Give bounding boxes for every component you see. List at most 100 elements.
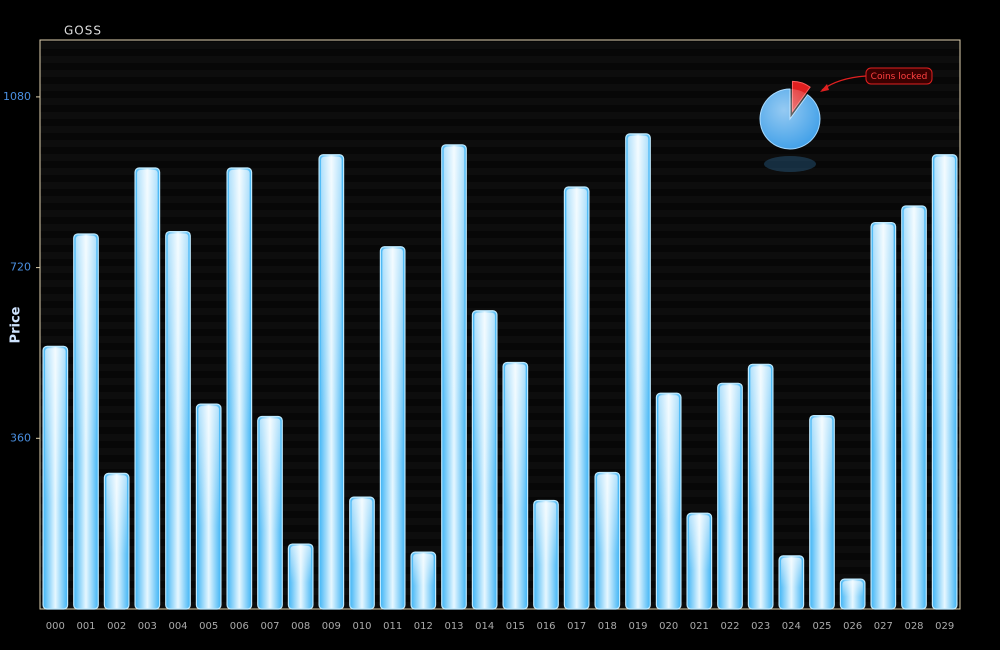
x-tick-label: 029 [935, 621, 954, 632]
x-tick-label: 027 [874, 621, 893, 632]
bar-group [226, 167, 253, 610]
x-tick-label: 003 [138, 621, 157, 632]
pie-reflection [764, 156, 816, 172]
annotation-arrowhead [820, 84, 829, 92]
bar-gloss [842, 581, 863, 607]
bar-gloss [321, 156, 342, 607]
bar-group [318, 154, 345, 610]
bar-group [471, 310, 498, 610]
x-tick-label: 020 [659, 621, 678, 632]
y-tick-label: 720 [10, 261, 31, 274]
bar-group [502, 361, 529, 610]
bar-group [287, 543, 314, 610]
x-tick-label: 021 [690, 621, 709, 632]
chart-title: GOSS [64, 24, 102, 38]
annotation-box [865, 67, 933, 85]
bar-gloss [75, 235, 97, 607]
x-tick-label: 002 [107, 621, 126, 632]
bar-group [379, 246, 406, 610]
bar-gloss [781, 557, 802, 607]
x-tick-label: 005 [199, 621, 218, 632]
x-tick-label: 012 [414, 621, 433, 632]
y-axis-label: Price [9, 306, 24, 343]
x-tick-label: 022 [720, 621, 739, 632]
bar-group [42, 345, 69, 610]
bar-group [778, 555, 805, 610]
x-tick-label: 001 [76, 621, 95, 632]
bar-group [625, 133, 651, 610]
bar-gloss [106, 475, 127, 607]
bar-group [686, 512, 713, 610]
bar-gloss [719, 385, 741, 607]
x-tick-label: 016 [536, 621, 555, 632]
bar-gloss [811, 417, 833, 607]
bar-gloss [873, 224, 894, 607]
annotation: Coins locked [871, 72, 928, 82]
bar-group [594, 471, 621, 610]
bar-gloss [566, 188, 587, 607]
bar-group [747, 363, 774, 610]
bar-gloss [229, 170, 250, 607]
x-tick-label: 009 [322, 621, 341, 632]
bar-group [533, 499, 559, 610]
bar-group [717, 382, 743, 610]
bar-group [349, 496, 375, 610]
x-tick-label: 004 [168, 621, 187, 632]
x-tick-label: 019 [628, 621, 647, 632]
y-tick-label: 1080 [3, 90, 31, 103]
bar-gloss [934, 156, 955, 607]
bar-group [257, 415, 283, 610]
bar-gloss [45, 348, 66, 607]
x-tick-label: 010 [352, 621, 371, 632]
bar-gloss [505, 364, 526, 607]
bar-gloss [443, 146, 465, 607]
bar-gloss [290, 546, 311, 607]
bar-gloss [689, 515, 710, 607]
bar-gloss [137, 170, 158, 607]
bar-gloss [750, 366, 771, 607]
bar-group [195, 403, 222, 610]
pie-shade [760, 89, 820, 149]
bar-gloss [535, 502, 557, 607]
x-tick-label: 008 [291, 621, 310, 632]
bar-gloss [382, 248, 403, 607]
x-tick-label: 017 [567, 621, 586, 632]
x-tick-label: 013 [444, 621, 463, 632]
bar-gloss [658, 395, 679, 607]
x-tick-label: 026 [843, 621, 862, 632]
bar-gloss [597, 474, 618, 607]
x-tick-label: 028 [904, 621, 923, 632]
bar-group [134, 167, 161, 610]
bar-gloss [259, 418, 281, 607]
bar-gloss [627, 135, 649, 607]
x-tick-label: 011 [383, 621, 402, 632]
bar-group [165, 230, 191, 610]
bar-group [441, 144, 467, 610]
bar-gloss [903, 207, 925, 608]
bar-group [655, 392, 682, 610]
bar-group [901, 205, 927, 610]
x-tick-label: 023 [751, 621, 770, 632]
bar-gloss [198, 406, 219, 607]
bar-group [73, 233, 99, 610]
bar-group [809, 414, 835, 610]
bar-group [563, 186, 590, 610]
x-tick-label: 006 [230, 621, 249, 632]
x-tick-label: 014 [475, 621, 494, 632]
bar-group [103, 472, 130, 610]
bar-gloss [351, 499, 373, 607]
x-tick-label: 007 [260, 621, 279, 632]
x-tick-label: 015 [506, 621, 525, 632]
bar-gloss [474, 312, 495, 607]
bar-group [410, 551, 437, 610]
bar-gloss [413, 554, 434, 607]
x-tick-label: 025 [812, 621, 831, 632]
x-tick-label: 000 [46, 621, 65, 632]
y-tick-label: 360 [10, 431, 31, 444]
x-tick-label: 024 [782, 621, 801, 632]
x-tick-label: 018 [598, 621, 617, 632]
bar-group [839, 578, 866, 610]
bar-group [931, 154, 958, 610]
bar-group [870, 221, 897, 610]
